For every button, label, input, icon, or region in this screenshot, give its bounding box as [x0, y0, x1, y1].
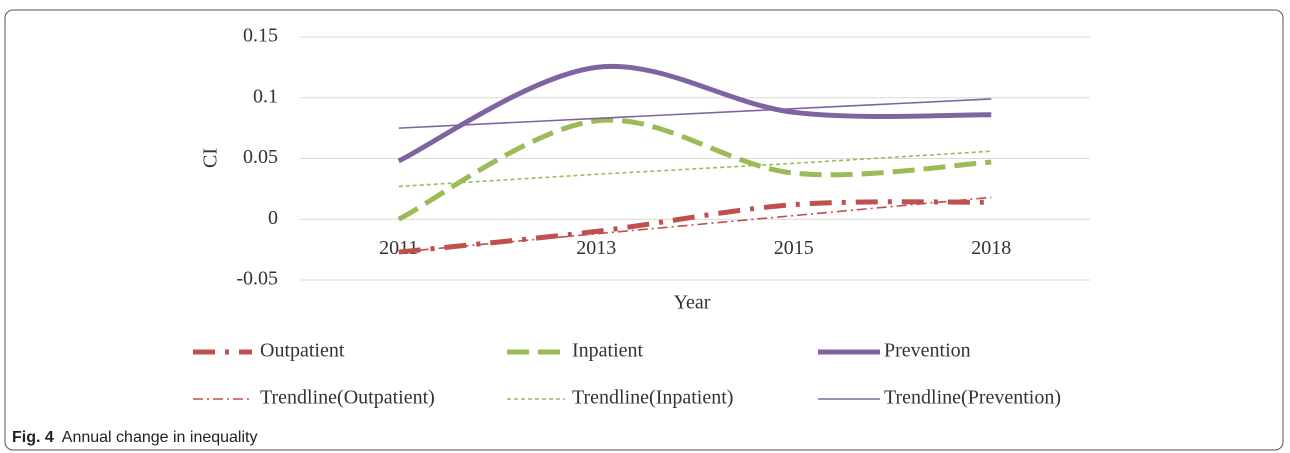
- caption: Fig. 4 Annual change in inequality: [12, 429, 257, 446]
- y-tick-label: -0.05: [236, 268, 278, 290]
- y-tick-label: 0.15: [243, 25, 278, 47]
- x-axis-label: Year: [674, 292, 711, 314]
- caption-text: Annual change in inequality: [62, 429, 258, 446]
- x-tick-label: 2013: [576, 237, 616, 259]
- x-tick-label: 2018: [971, 237, 1011, 259]
- series-line: [398, 196, 992, 253]
- y-tick-label: 0.05: [243, 146, 278, 168]
- legend-label: Trendline(Inpatient): [572, 387, 733, 409]
- x-tick-label: 2011: [379, 237, 418, 259]
- legend-label: Trendline(Outpatient): [260, 387, 435, 409]
- series-line: [398, 199, 992, 255]
- y-tick-label: 0.1: [253, 85, 278, 107]
- legend-label: Inpatient: [572, 340, 644, 362]
- legend-label: Outpatient: [260, 340, 345, 362]
- x-tick-label: 2015: [774, 237, 814, 259]
- legend-label: Trendline(Prevention): [884, 387, 1061, 409]
- series-line: [398, 98, 992, 129]
- legend-label: Prevention: [884, 340, 971, 362]
- y-axis-label: CI: [200, 148, 222, 168]
- series-line: [397, 63, 992, 164]
- frame: [4, 9, 1284, 451]
- y-tick-label: 0: [268, 207, 278, 229]
- caption-label: Fig. 4: [12, 429, 54, 446]
- series-line: [398, 150, 992, 188]
- series-line: [397, 117, 992, 222]
